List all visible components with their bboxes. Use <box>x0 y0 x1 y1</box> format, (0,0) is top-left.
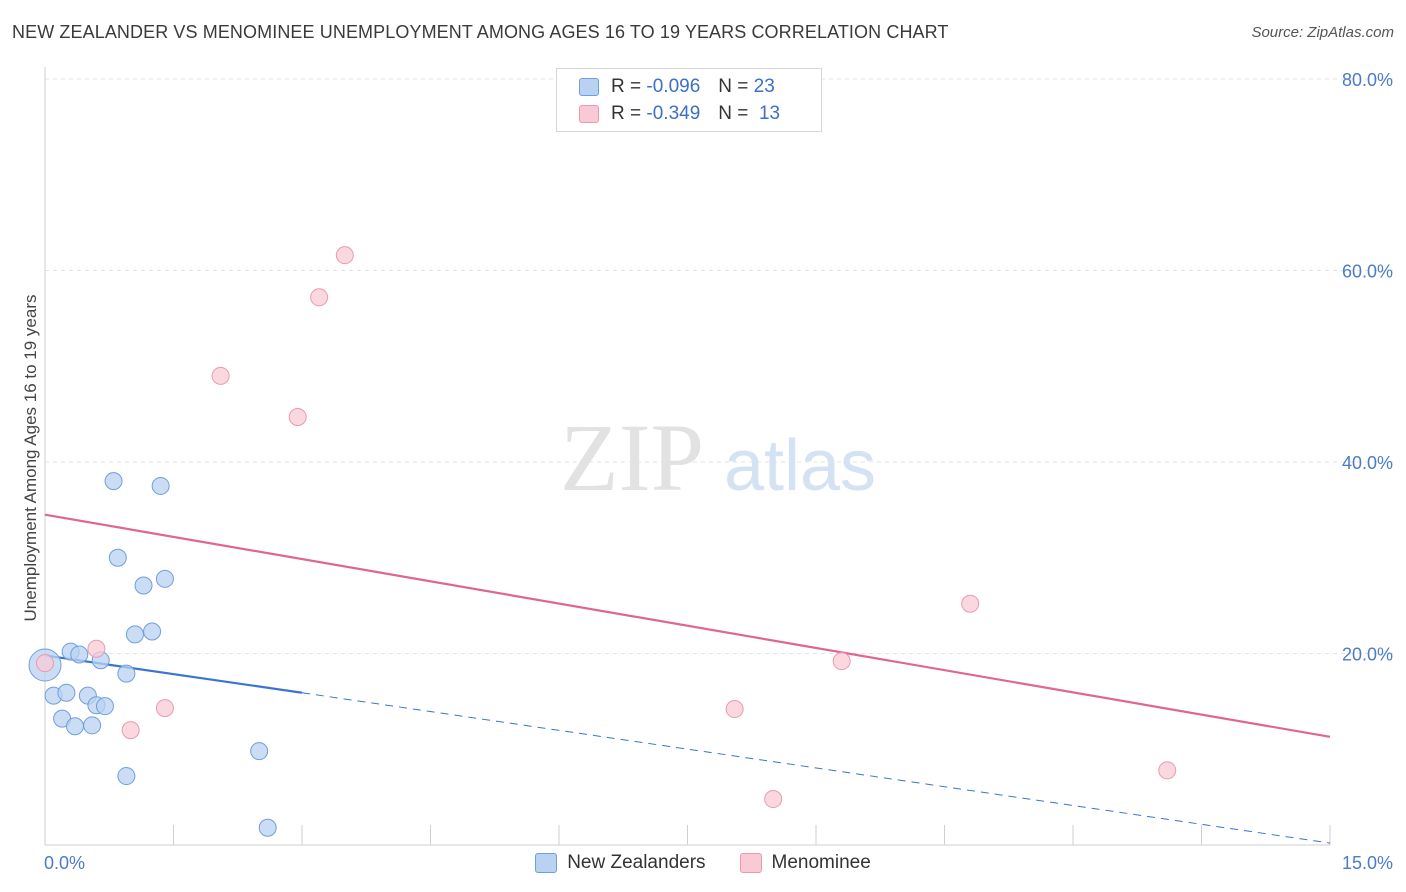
y-tick-label: 60.0% <box>1342 262 1393 282</box>
menominee-point <box>310 288 329 307</box>
menominee-point <box>36 654 54 673</box>
new-zealanders-point <box>65 717 84 736</box>
menominee-point <box>288 407 307 426</box>
series-legend: New Zealanders Menominee <box>0 852 1406 874</box>
legend-item-menominee[interactable]: Menominee <box>739 852 871 874</box>
stats-legend: R = -0.096 N = 23 R = -0.349 N = 13 <box>556 68 822 132</box>
new-zealanders-point <box>57 683 76 702</box>
n-label: N = <box>718 76 749 97</box>
watermark-atlas: atlas <box>724 426 876 506</box>
n-value: 13 <box>758 103 781 124</box>
x-tick-label: 0.0% <box>44 853 85 873</box>
y-axis-label: Unemployment Among Ages 16 to 19 years <box>21 295 40 622</box>
new-zealanders-point <box>155 569 174 588</box>
new-zealanders-point <box>134 576 153 595</box>
n-label: N = <box>718 103 749 124</box>
menominee-point <box>155 699 174 718</box>
r-label: R = <box>611 76 642 97</box>
pink-swatch <box>739 853 762 873</box>
legend-item-new-zealanders[interactable]: New Zealanders <box>535 852 706 874</box>
source-label: Source: ZipAtlas.com <box>1251 24 1394 41</box>
menominee-point <box>335 246 354 265</box>
new-zealanders-point <box>151 476 170 495</box>
grid-layer <box>45 78 1395 654</box>
new-zealanders-trend-line <box>44 654 303 694</box>
new-zealanders-point <box>108 548 127 567</box>
axis-layer <box>44 67 1331 846</box>
trend-layer <box>44 513 1331 844</box>
r-value: -0.096 <box>646 76 701 97</box>
y-tick-label: 80.0% <box>1342 70 1393 90</box>
points-layer <box>28 246 1177 837</box>
new-zealanders-point <box>125 625 144 644</box>
new-zealanders-point <box>117 767 136 786</box>
menominee-point <box>121 721 140 740</box>
new-zealanders-point <box>70 645 89 664</box>
new-zealanders-point <box>117 664 136 683</box>
pink-swatch <box>579 105 599 123</box>
label-layer: 20.0% 40.0% 60.0% 80.0% 0.0% 15.0% Unemploymen… <box>21 70 1393 873</box>
n-value: 23 <box>753 76 775 97</box>
stats-legend-row-pink: R = -0.349 N = 13 <box>579 102 780 126</box>
watermark-zip: ZIP <box>560 404 704 511</box>
y-tick-label: 20.0% <box>1342 645 1393 665</box>
stats-legend-row-blue: R = -0.096 N = 23 <box>579 75 775 99</box>
legend-label: New Zealanders <box>567 852 706 873</box>
menominee-trend-line <box>44 513 1331 738</box>
menominee-point <box>961 594 980 613</box>
x-tick-label: 15.0% <box>1342 853 1393 873</box>
new-zealanders-point <box>95 697 114 716</box>
menominee-point <box>211 366 230 385</box>
blue-swatch <box>579 78 599 96</box>
chart-title: NEW ZEALANDER VS MENOMINEE UNEMPLOYMENT … <box>12 22 949 42</box>
new-zealanders-point <box>83 716 102 735</box>
new-zealanders-trend-extension <box>301 692 1331 844</box>
menominee-point <box>87 639 106 658</box>
r-label: R = <box>611 103 642 124</box>
y-tick-label: 40.0% <box>1342 453 1393 473</box>
menominee-point <box>832 652 851 671</box>
menominee-point <box>725 700 744 719</box>
blue-swatch <box>535 853 558 873</box>
new-zealanders-point <box>258 818 277 837</box>
menominee-point <box>1158 761 1177 780</box>
r-value: -0.349 <box>646 103 701 124</box>
legend-label: Menominee <box>771 852 871 873</box>
new-zealanders-point <box>250 742 269 761</box>
new-zealanders-point <box>104 472 123 491</box>
menominee-point <box>764 790 783 809</box>
watermark: ZIP atlas <box>560 404 876 511</box>
new-zealanders-point <box>143 622 162 641</box>
